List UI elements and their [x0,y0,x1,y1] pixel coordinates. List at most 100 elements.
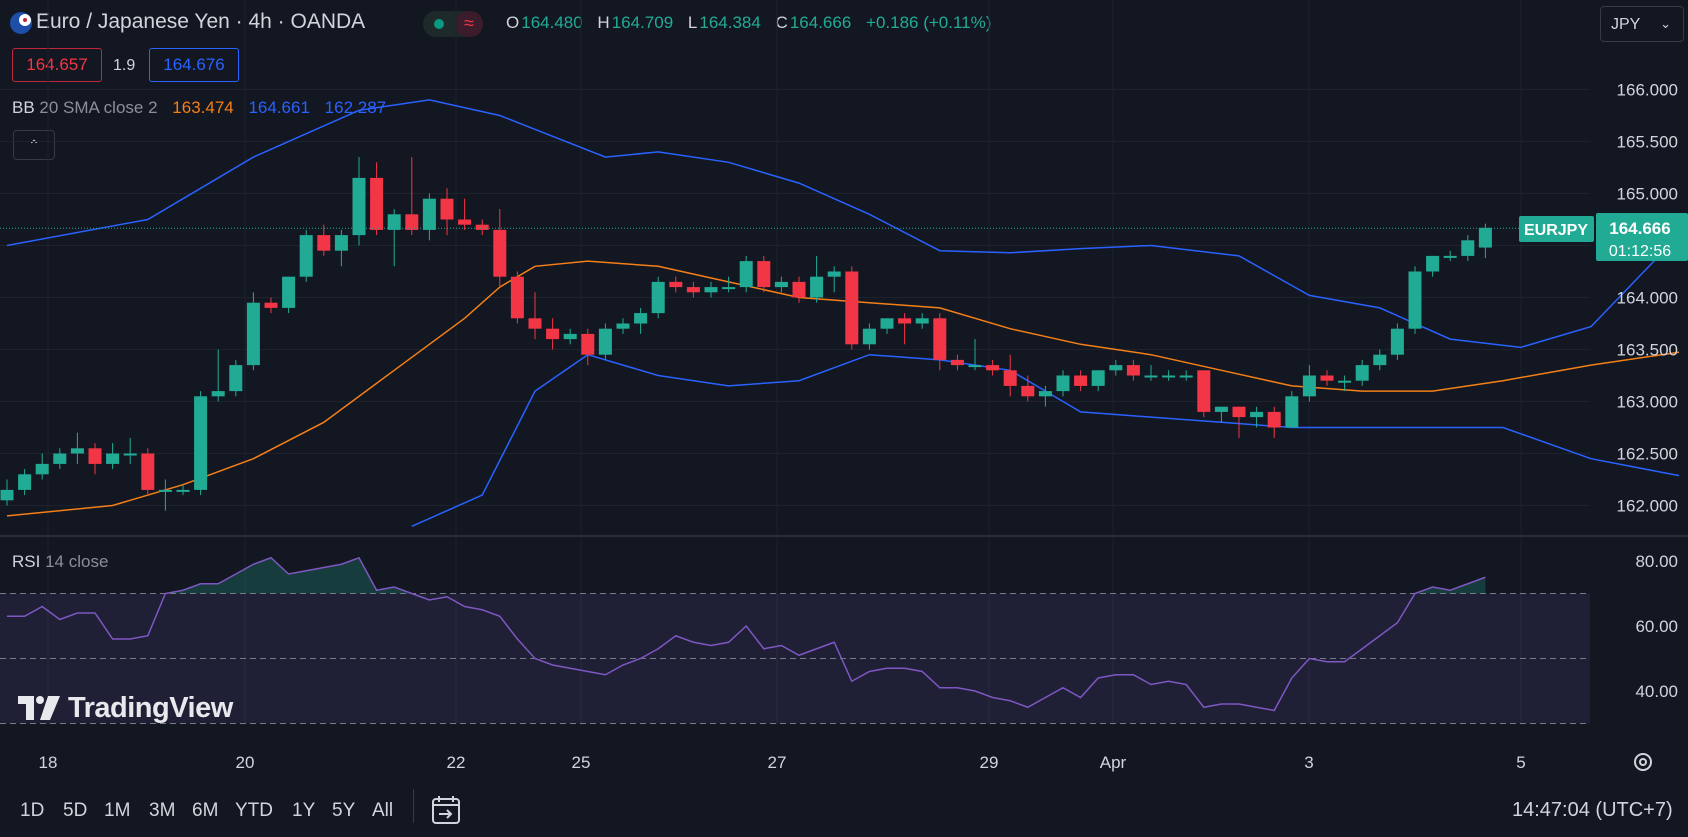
candle-up [229,365,243,392]
price-tick-label: 162.000 [1617,497,1678,516]
price-tick-label: 163.000 [1617,393,1678,412]
close-key: C [775,13,788,32]
gear-hub [1639,758,1647,766]
collapse-legend-button[interactable]: ⌃ [13,130,55,160]
buy-button[interactable]: 164.676 [149,48,239,82]
candle-down [440,198,454,220]
candle-down [1021,385,1035,397]
candle-down [264,302,278,308]
candle-up [827,271,841,277]
candle-down [1003,370,1017,386]
time-tick-label: 3 [1304,753,1313,772]
candle-down [493,229,507,277]
price-tick-label: 163.500 [1617,341,1678,360]
candle-up [915,318,929,324]
candle-up [70,448,84,454]
candle-up [1355,365,1369,381]
calendar-goto-icon[interactable] [431,795,463,830]
timeframe-1y[interactable]: 1Y [292,800,316,821]
settings-gear-icon [1634,753,1652,771]
candle-down [546,328,560,340]
time-tick-label: 29 [980,753,999,772]
candle-up [774,281,788,288]
candle-down [845,271,859,345]
candle-up [1443,255,1457,258]
candle-down [581,333,595,355]
candle-down [792,281,806,298]
rsi-tick-label: 80.00 [1635,552,1678,571]
timeframe-ytd[interactable]: YTD [235,800,273,821]
bb-legend[interactable]: BB 20 SMA close 2 163.474 164.661 162.28… [12,98,396,118]
candle-up [1461,240,1475,256]
gear-ring [1634,753,1652,771]
candle-down [458,219,472,225]
candle-up [352,177,366,236]
candle-up [35,463,49,475]
candle-up [704,287,718,293]
timeframe-5y[interactable]: 5Y [332,800,356,821]
bb-lower-line [411,353,1680,527]
symbol-title[interactable]: Euro / Japanese Yen · 4h · OANDA [36,10,366,33]
close-value: 164.666 [789,13,852,32]
open-value: 164.480 [521,13,583,32]
timeframe-5d[interactable]: 5D [63,800,88,821]
candle-up [106,453,120,464]
open-key: O [506,13,520,32]
candle-up [123,453,137,456]
bb-upper-line [6,99,1680,349]
rsi-pane: 80.00 60.00 40.00 [0,552,1678,724]
price-tick-label: 166.000 [1617,81,1678,100]
timeframe-1d[interactable]: 1D [20,800,45,821]
candle-up [739,261,753,288]
timeframe-all[interactable]: All [372,800,394,821]
candle-up [1390,328,1404,355]
rsi-line [7,556,1486,712]
candle-up [299,235,313,277]
time-tick-label: 22 [447,753,466,772]
candle-down [1126,365,1140,376]
timeframe-6m[interactable]: 6M [192,800,219,821]
market-status-badge[interactable]: ≈ [423,11,483,37]
bb-basis-line [6,260,1680,517]
symbol-tag: EURJPY [1524,222,1588,239]
timeframe-3m[interactable]: 3M [149,800,176,821]
currency-select[interactable]: JPY ⌄ [1600,6,1684,42]
clock-timezone[interactable]: 14:47:04 (UTC+7) [1512,799,1673,821]
rsi-legend[interactable]: RSI 14 close [12,552,108,572]
candle-up [334,235,348,251]
price-tick-label: 162.500 [1617,445,1678,464]
rsi-overbought-fill [165,557,1486,594]
timeframe-1m[interactable]: 1M [104,800,131,821]
candle-down [757,261,771,288]
candle-up [194,396,208,490]
bb-params: 20 SMA close 2 [39,98,158,117]
candle-up [880,318,894,329]
candle-up [246,302,260,366]
bb-lower-value: 162.287 [324,98,387,117]
candle-up [651,281,665,314]
candle-up [1144,375,1158,378]
price-tick-label: 165.000 [1617,185,1678,204]
candle-up [1162,375,1176,378]
candle-down [950,359,964,366]
sell-button[interactable]: 164.657 [12,48,102,82]
bar-countdown: 01:12:56 [1609,243,1671,260]
candle-up [598,328,612,355]
time-tick-label: 25 [572,753,591,772]
candle-up [1408,271,1422,329]
candle-up [1056,375,1070,392]
candle-up [1285,396,1299,428]
candle-down [510,276,524,319]
candle-up [616,323,630,329]
spread-value: 1.9 [113,57,136,74]
candle-down [1267,411,1281,428]
time-tick-label: 27 [768,753,787,772]
candle-up [968,365,982,368]
high-key: H [597,13,610,32]
candle-up [0,489,14,501]
price-tick-label: 164.000 [1617,289,1678,308]
candle-up [1250,411,1264,418]
candle-up [387,214,401,230]
candle-up [18,474,32,490]
